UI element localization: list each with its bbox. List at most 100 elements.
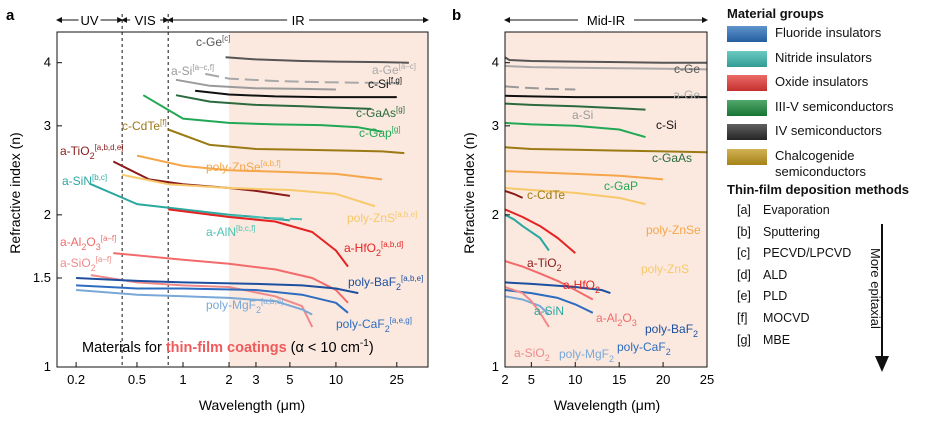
panel-b-xtick-label: 2: [501, 372, 508, 387]
legend-iv-semiconductors: IV semiconductors: [727, 123, 937, 148]
panel-b-series-labels: c-Ge a-Ge a-Si c-Si c-GaAs c-GaP c-CdTe poly-Zn…: [514, 62, 701, 364]
panel-b-a-tio2-label: a-TiO2: [527, 256, 562, 273]
method-ald: [d] ALD: [727, 268, 937, 290]
panel-b-poly-baf2-label: poly-BaF2: [645, 322, 698, 339]
method-tag: [b]: [737, 224, 751, 239]
panel-a-xlabel: Wavelength (μm): [199, 397, 305, 413]
panel-a-poly-baf2-label: poly-BaF2[a,b,e]: [348, 274, 423, 292]
panel-b-c-cdte-label: c-CdTe: [527, 188, 565, 202]
method-tag: [a]: [737, 203, 751, 217]
mid-ir-label-bg: [578, 12, 634, 28]
region-uv-label-bg: [78, 12, 101, 28]
legend-swatch: [727, 99, 767, 116]
method-label: ALD: [763, 267, 788, 282]
panel-a-poly-znse-label: poly-ZnSe[a,b,f]: [206, 159, 281, 174]
panel-a-ylabel: Refractive index (n): [7, 132, 23, 253]
legend-oxide-insulators: Oxide insulators: [727, 74, 937, 99]
panel-b-xtick-label: 5: [528, 372, 535, 387]
method-label: MOCVD: [763, 310, 810, 325]
panel-b-a-sio2-line: [504, 286, 550, 328]
panel-b-a-ge-line: [504, 65, 708, 71]
legend-swatch: [727, 26, 767, 42]
panel-a-poly-znse-line: [136, 154, 383, 181]
legend-label: IV semiconductors: [775, 123, 882, 138]
mid-ir-label: Mid-IR: [587, 13, 625, 28]
panel-a-poly-caf2-label: poly-CaF2[a,e,g]: [336, 316, 412, 334]
panel-a-a-si-label: a-Si[a–c,f]: [171, 63, 214, 78]
panel-b-c-gap-line: [504, 121, 646, 139]
legend-fluoride-insulators: Fluoride insulators: [727, 25, 937, 50]
panel-a-poly-zns-label: poly-ZnS[a,b,e]: [347, 210, 417, 225]
panel-a-frame: [56, 31, 429, 368]
method-mocvd: [f] MOCVD: [727, 311, 937, 333]
panel-a-axes: 0.2 0.5 1 2 3 5 10 25 1 1.5 2 3 4: [33, 55, 404, 387]
method-label: Evaporation: [763, 203, 830, 217]
panel-b-xtick-label: 20: [656, 372, 670, 387]
panel-b-c-si-label: c-Si: [656, 118, 677, 132]
method-tag: [g]: [737, 332, 751, 347]
panel-b-c-ge-label: c-Ge: [674, 62, 700, 76]
panel-b-poly-znse-label: poly-ZnSe: [646, 223, 701, 237]
panel-a-poly-caf2-line: [76, 284, 349, 314]
panel-a-xtick-label: 2: [225, 372, 232, 387]
panel-a-c-ge-line: [225, 56, 409, 64]
method-tag: [d]: [737, 267, 751, 282]
panel-b-c-gaas-label: c-GaAs: [652, 151, 692, 165]
panel-b-a-ge-label: a-Ge: [673, 88, 700, 102]
panel-a-a-sin-label: a-SiN[b,c]: [62, 173, 107, 188]
panel-b-a-al2o3-line: [504, 260, 594, 301]
method-tag: [c]: [737, 246, 751, 261]
epitaxial-arrow: [875, 224, 889, 372]
panel-a-a-al2o3-line: [113, 252, 349, 304]
panel-a-c-cdte-label: c-CdTe[f]: [122, 118, 167, 133]
legend-label: Chalcogenide semiconductors: [775, 147, 867, 179]
panel-b-frame: [504, 31, 708, 368]
panel-a-xtick-label: 1: [179, 372, 186, 387]
legend-swatch: [727, 124, 767, 140]
panel-b-c-ge-line: [504, 56, 707, 64]
panel-a-c-gaas-line: [175, 94, 372, 110]
region-boundaries: [121, 14, 169, 367]
panel-a-a-ge-label: a-Ge[a–c]: [372, 62, 416, 77]
panel-a-ytick-label: 1: [44, 359, 51, 374]
panel-a-c-si-line: [194, 89, 397, 99]
method-sputtering: [b] Sputtering: [727, 225, 937, 247]
panel-a-poly-mgf2-line: [76, 289, 313, 316]
epitaxial-label: More epitaxial: [868, 248, 883, 329]
panel-b-a-tio2-line: [504, 189, 524, 199]
region-vis-label: VIS: [135, 13, 156, 28]
panel-b-poly-caf2-label: poly-CaF2: [617, 340, 671, 357]
panel-b-a-si-label: a-Si: [572, 108, 593, 122]
panel-b-poly-zns-label: poly-ZnS: [641, 262, 689, 276]
region-uv-label: UV: [81, 13, 99, 28]
panel-b-ylabel: Refractive index (n): [461, 132, 477, 253]
region-vis-label-bg: [130, 12, 161, 28]
deposition-methods-title: Thin-film deposition methods: [727, 182, 909, 197]
panel-a-xtick-label: 5: [286, 372, 293, 387]
panel-a-series: [76, 56, 409, 328]
region-ir-label: IR: [292, 13, 305, 28]
legend-swatch: [727, 148, 767, 165]
panel-a-poly-zns-line: [121, 173, 376, 208]
panel-a-c-gap-line: [142, 94, 383, 133]
wavelength-region-bars: UV VIS IR: [56, 12, 429, 28]
panel-a-c-cdte-line: [167, 128, 405, 155]
method-tag: [f]: [737, 310, 748, 325]
method-mbe: [g] MBE: [727, 333, 937, 355]
panel-a-xtick-label: 0.2: [67, 372, 85, 387]
panel-a-poly-baf2-line: [76, 277, 359, 295]
panel-a-xtick-label: 0.5: [128, 372, 146, 387]
legend-label: Fluoride insulators: [775, 25, 882, 40]
panel-b-poly-znse-line: [504, 170, 664, 181]
panel-a-a-aln-label: a-AlN[b,c,f]: [206, 224, 256, 239]
panel-a-a-hfo2-line: [168, 208, 349, 268]
panel-b-a-sio2-label: a-SiO2: [514, 346, 550, 363]
material-groups-list: Fluoride insulators Nitride insulators Oxi…: [727, 25, 937, 179]
legend-iii-v-semiconductors: III-V semiconductors: [727, 99, 937, 124]
panel-b-a-hfo2-label: a-HfO2: [563, 278, 600, 295]
method-pecvd-lpcvd: [c] PECVD/LPCVD: [727, 246, 937, 268]
legend: Material groups Fluoride insulators Nitri…: [727, 6, 937, 354]
panel-a-a-tio2-label: a-TiO2[a,b,d,e]: [60, 143, 124, 161]
